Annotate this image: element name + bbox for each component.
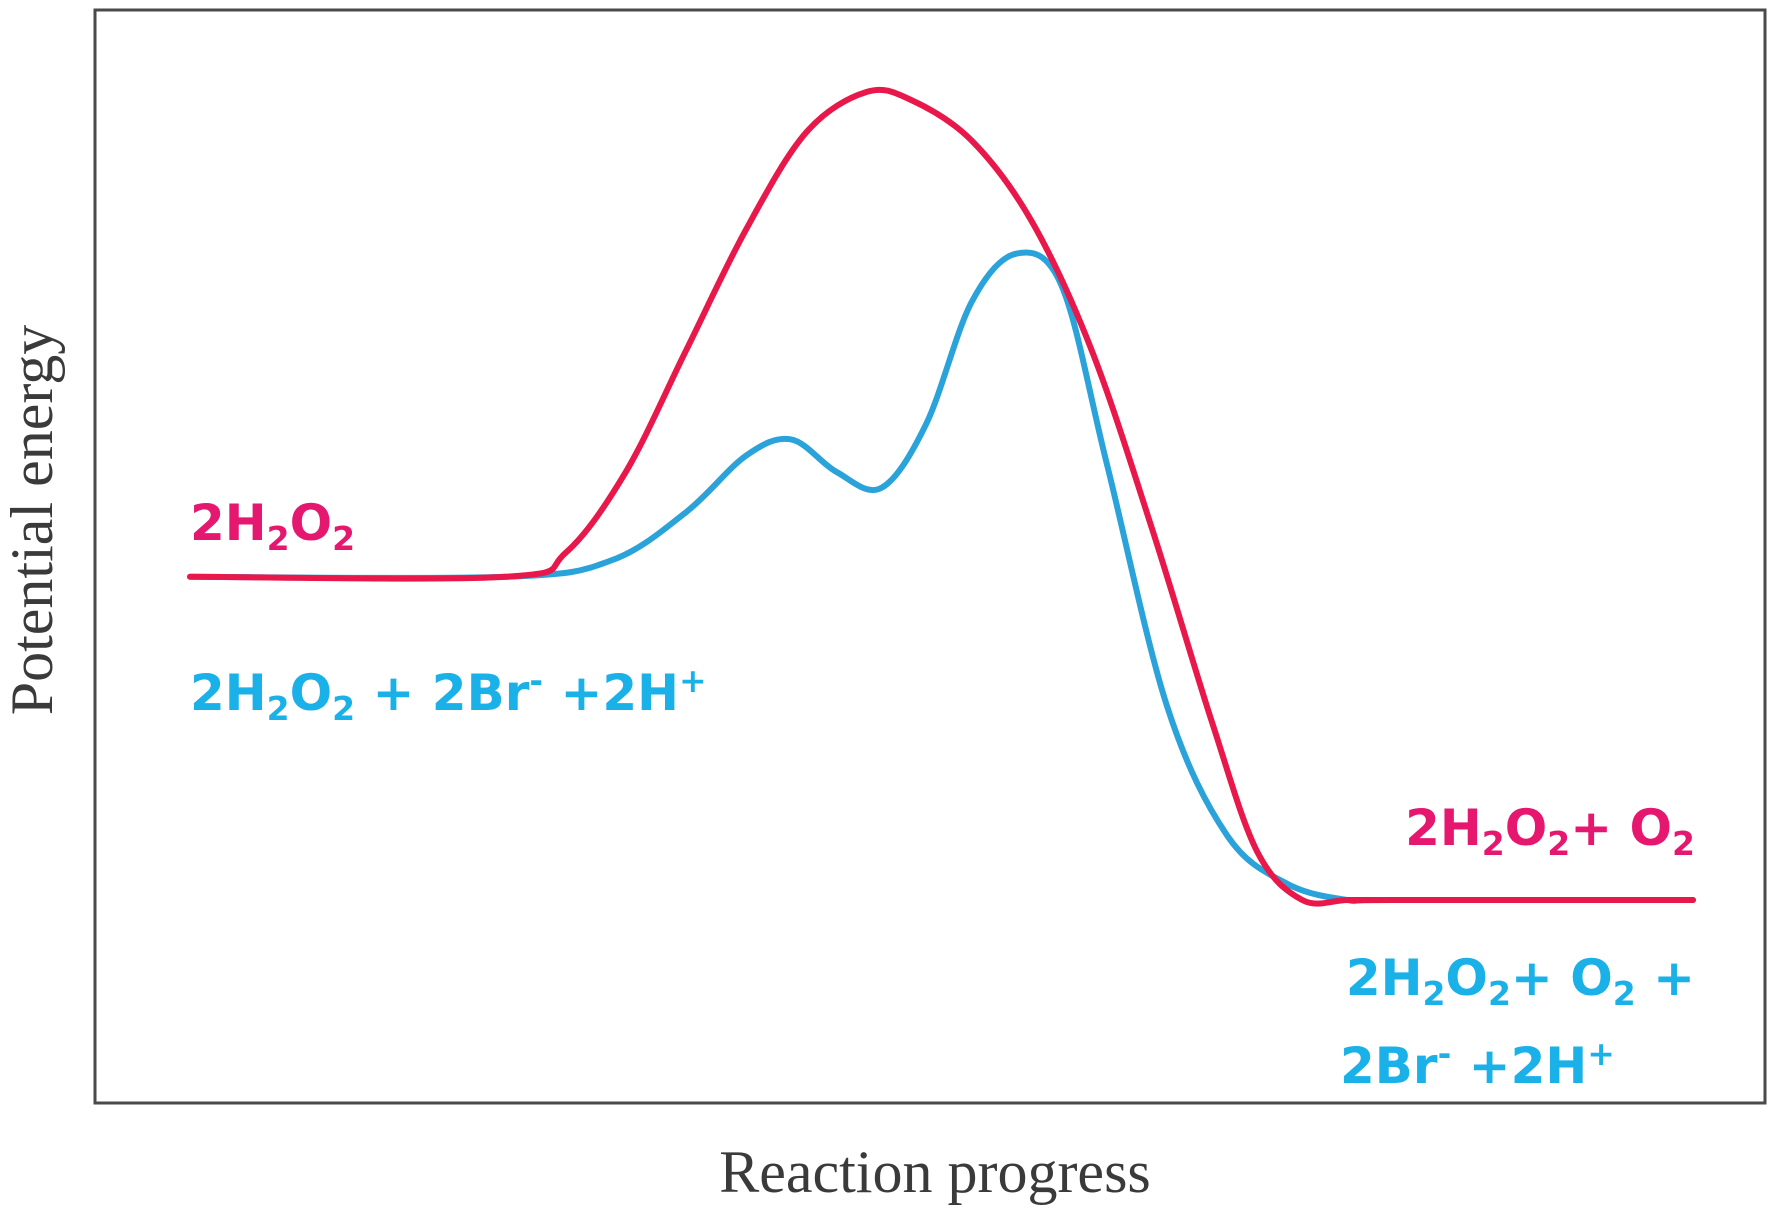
rc-sup-1: - <box>529 661 543 700</box>
pc2-part-2: +2H <box>1451 1037 1587 1095</box>
pu-sub-1: 2 <box>1482 824 1505 863</box>
pc1-part-2: O <box>1445 949 1488 1007</box>
curves-layer <box>187 86 1696 907</box>
pc1-sub-1: 2 <box>1422 974 1445 1013</box>
pc2-part-1: 2Br <box>1340 1037 1438 1095</box>
pu-sub-2: 2 <box>1547 824 1570 863</box>
pc1-part-4: + <box>1636 949 1695 1007</box>
pu-part-2: O <box>1505 799 1548 857</box>
pc1-part-3: + O <box>1511 949 1613 1007</box>
reactant-uncatalyzed-label: 2H2O2 <box>190 494 355 558</box>
product-uncatalyzed-label: 2H2O2+ O2 <box>1405 799 1695 863</box>
reactant-catalyzed-label: 2H2O2 + 2Br- +2H+ <box>190 661 707 728</box>
rc-sub-1: 2 <box>267 689 290 728</box>
rf-part-2: O <box>290 494 333 552</box>
rc-sub-2: 2 <box>332 689 355 728</box>
rc-sup-2: + <box>679 661 707 700</box>
catalyzed-curve <box>187 249 1696 905</box>
rc-part-3: + 2Br <box>355 664 530 722</box>
rf-sub-1: 2 <box>267 519 290 558</box>
pc1-sub-2: 2 <box>1488 974 1511 1013</box>
x-axis-label: Reaction progress <box>719 1139 1151 1205</box>
pu-part-1: 2H <box>1405 799 1482 857</box>
pc2-sup-2: + <box>1587 1034 1615 1073</box>
pu-sub-3: 2 <box>1672 824 1695 863</box>
pu-part-3: + O <box>1570 799 1672 857</box>
plot-frame <box>93 8 1767 1105</box>
pc1-part-1: 2H <box>1346 949 1423 1007</box>
uncatalyzed-curve <box>187 86 1696 907</box>
product-catalyzed-label-line2: 2Br- +2H+ <box>1340 1034 1615 1095</box>
rc-part-2: O <box>290 664 333 722</box>
product-catalyzed-label-line1: 2H2O2+ O2 + <box>1346 949 1695 1013</box>
pc1-sub-3: 2 <box>1613 974 1636 1013</box>
rf-sub-2: 2 <box>332 519 355 558</box>
pc2-sup-1: - <box>1438 1034 1452 1073</box>
y-axis-label: Potential energy <box>0 325 65 715</box>
rf-part-1: 2H <box>190 494 267 552</box>
rc-part-1: 2H <box>190 664 267 722</box>
rc-part-4: +2H <box>543 664 679 722</box>
